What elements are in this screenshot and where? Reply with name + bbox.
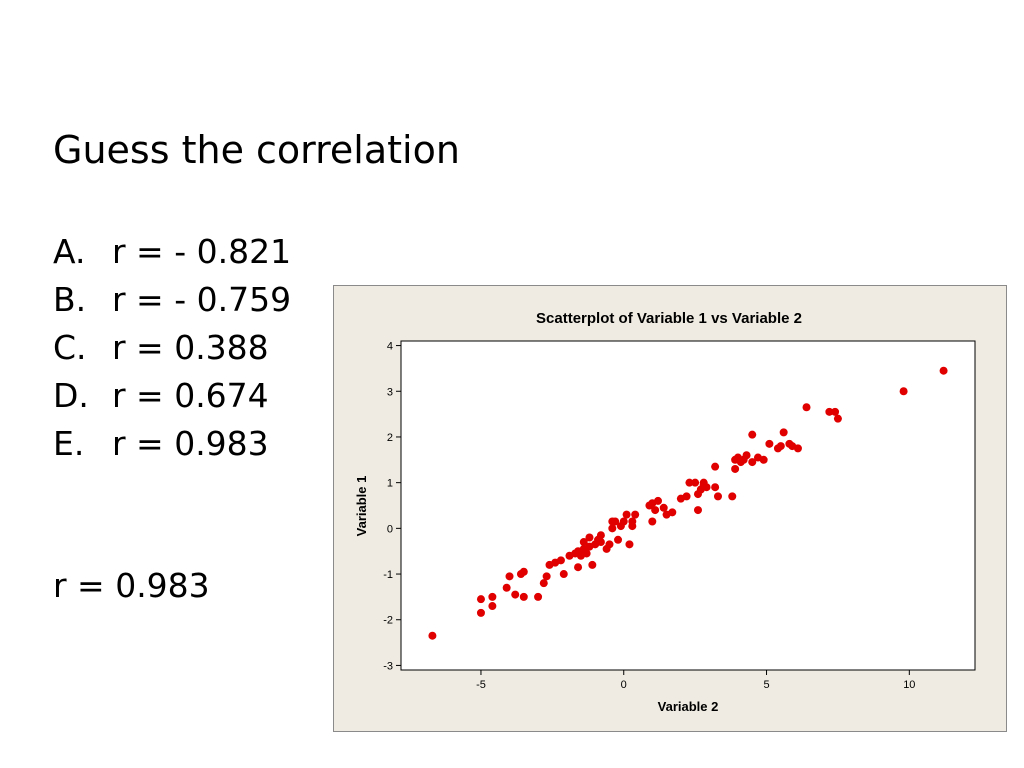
data-point bbox=[588, 560, 597, 569]
scatterplot-panel: Scatterplot of Variable 1 vs Variable 2 … bbox=[333, 285, 1007, 732]
option-letter: B. bbox=[53, 280, 87, 319]
data-point bbox=[476, 608, 485, 617]
data-point bbox=[648, 517, 657, 526]
data-point bbox=[502, 583, 511, 592]
data-point bbox=[542, 572, 551, 581]
data-point bbox=[748, 430, 757, 439]
data-point bbox=[582, 549, 591, 558]
data-point bbox=[476, 595, 485, 604]
data-point bbox=[605, 540, 614, 549]
x-tick-label: 10 bbox=[903, 679, 915, 691]
slide-title: Guess the correlation bbox=[53, 128, 460, 172]
option-letter: D. bbox=[53, 376, 89, 415]
data-point bbox=[825, 407, 834, 416]
data-point bbox=[505, 572, 514, 581]
data-point bbox=[693, 506, 702, 515]
data-point bbox=[685, 478, 694, 487]
option-letter: E. bbox=[53, 424, 85, 463]
data-point bbox=[628, 522, 637, 531]
data-point bbox=[631, 510, 640, 519]
data-point bbox=[574, 563, 583, 572]
data-point bbox=[539, 579, 548, 588]
data-point bbox=[728, 492, 737, 501]
data-point bbox=[776, 442, 785, 451]
data-point bbox=[702, 483, 711, 492]
answer-options: A. r = - 0.821 B. r = - 0.759 C. r = 0.388 … bbox=[53, 228, 291, 468]
data-point bbox=[713, 492, 722, 501]
data-point bbox=[596, 538, 605, 547]
data-point bbox=[779, 428, 788, 437]
x-axis-label: Variable 2 bbox=[658, 699, 719, 714]
data-point bbox=[614, 535, 623, 544]
data-point bbox=[651, 506, 660, 515]
x-tick-label: 5 bbox=[763, 679, 769, 691]
option-c: C. r = 0.388 bbox=[53, 324, 291, 372]
answer-text: r = 0.983 bbox=[53, 566, 210, 605]
data-point bbox=[585, 533, 594, 542]
data-point bbox=[833, 414, 842, 423]
data-point bbox=[759, 455, 768, 464]
data-point bbox=[654, 496, 663, 505]
data-point bbox=[682, 492, 691, 501]
option-text: r = 0.983 bbox=[112, 424, 269, 463]
y-tick-label: -2 bbox=[383, 615, 393, 627]
data-point bbox=[742, 451, 751, 460]
data-point bbox=[711, 462, 720, 471]
option-text: r = 0.388 bbox=[112, 328, 269, 367]
data-point bbox=[939, 366, 948, 375]
option-text: r = - 0.821 bbox=[112, 232, 292, 271]
option-e: E. r = 0.983 bbox=[53, 420, 291, 468]
data-point bbox=[534, 592, 543, 601]
data-point bbox=[831, 407, 840, 416]
option-a: A. r = - 0.821 bbox=[53, 228, 291, 276]
data-points bbox=[428, 366, 948, 640]
option-letter: A. bbox=[53, 232, 86, 271]
data-point bbox=[608, 524, 617, 533]
chart-title: Scatterplot of Variable 1 vs Variable 2 bbox=[536, 310, 802, 327]
data-point bbox=[899, 387, 908, 396]
data-point bbox=[596, 531, 605, 540]
data-point bbox=[611, 517, 620, 526]
x-tick-label: -5 bbox=[476, 679, 486, 691]
x-tick-label: 0 bbox=[621, 679, 627, 691]
data-point bbox=[579, 538, 588, 547]
option-letter: C. bbox=[53, 328, 87, 367]
data-point bbox=[802, 403, 811, 412]
data-point bbox=[793, 444, 802, 453]
y-tick-label: 1 bbox=[387, 478, 393, 490]
data-point bbox=[428, 631, 437, 640]
data-point bbox=[619, 517, 628, 526]
y-tick-label: -1 bbox=[383, 569, 393, 581]
data-point bbox=[748, 458, 757, 467]
option-d: D. r = 0.674 bbox=[53, 372, 291, 420]
data-point bbox=[765, 439, 774, 448]
data-point bbox=[488, 592, 497, 601]
data-point bbox=[488, 602, 497, 611]
data-point bbox=[559, 570, 568, 579]
data-point bbox=[556, 556, 565, 565]
data-point bbox=[659, 503, 668, 512]
axis-ticks: -5 0 5 10 -3 -2 -1 0 1 2 3 4 bbox=[383, 341, 915, 691]
data-point bbox=[511, 590, 520, 599]
y-tick-label: 4 bbox=[387, 341, 393, 353]
data-point bbox=[711, 483, 720, 492]
y-tick-label: 2 bbox=[387, 432, 393, 444]
option-text: r = - 0.759 bbox=[112, 280, 292, 319]
data-point bbox=[731, 464, 740, 473]
data-point bbox=[668, 508, 677, 517]
scatterplot-chart: Scatterplot of Variable 1 vs Variable 2 … bbox=[354, 310, 976, 714]
y-tick-label: 3 bbox=[387, 386, 393, 398]
option-text: r = 0.674 bbox=[112, 376, 269, 415]
data-point bbox=[519, 567, 528, 576]
plot-area bbox=[400, 340, 976, 671]
y-tick-label: -3 bbox=[383, 660, 393, 672]
data-point bbox=[625, 540, 634, 549]
data-point bbox=[519, 592, 528, 601]
y-axis-label: Variable 1 bbox=[354, 476, 369, 537]
option-b: B. r = - 0.759 bbox=[53, 276, 291, 324]
y-tick-label: 0 bbox=[387, 523, 393, 535]
data-point bbox=[622, 510, 631, 519]
data-point bbox=[691, 478, 700, 487]
